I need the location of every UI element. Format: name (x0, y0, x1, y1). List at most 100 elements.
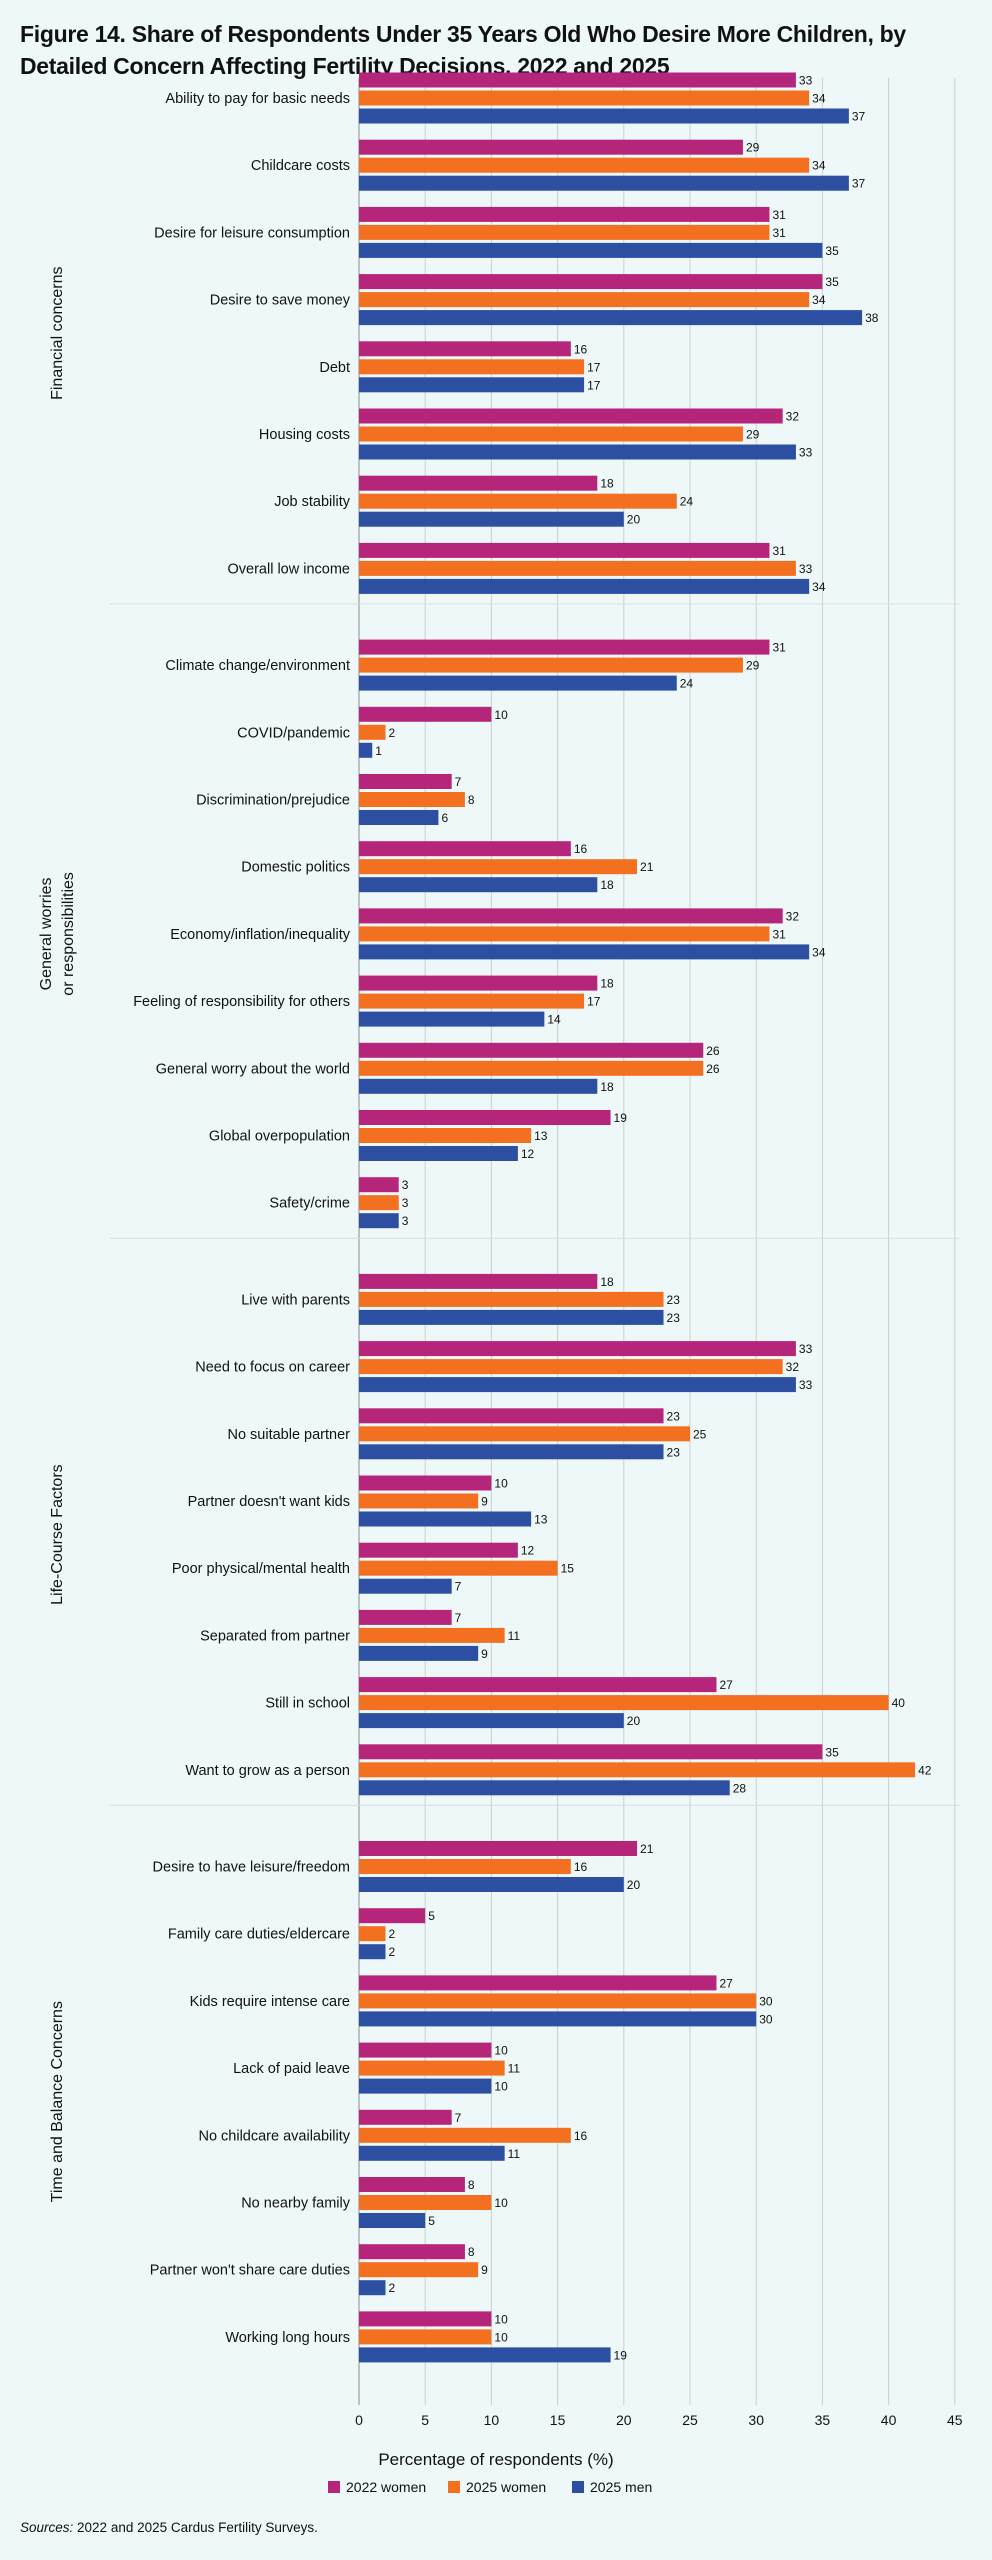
bar-2022-women (359, 1609, 452, 1625)
bar-2025-women (359, 1859, 571, 1874)
data-label: 26 (706, 1044, 720, 1058)
data-label: 18 (600, 977, 614, 991)
tick-label: 15 (550, 2412, 566, 2428)
data-label: 33 (799, 562, 813, 576)
data-label: 16 (574, 2129, 588, 2143)
bar-2025-women (359, 2262, 479, 2278)
bar-2025-women (359, 993, 585, 1009)
data-label: 32 (786, 1360, 800, 1374)
data-label: 18 (600, 1080, 614, 1094)
tick-label: 35 (815, 2412, 831, 2428)
data-label: 10 (494, 2080, 508, 2094)
data-label: 42 (918, 1763, 932, 1777)
data-label: 35 (825, 1745, 839, 1759)
x-axis-title: Percentage of respondents (%) (378, 2450, 613, 2469)
bar-2022-women (359, 206, 770, 222)
tick-label: 45 (947, 2412, 963, 2428)
data-label: 31 (772, 208, 786, 222)
tick-label: 20 (616, 2412, 632, 2428)
data-label: 10 (494, 2044, 508, 2058)
bar-2025-men (359, 310, 863, 326)
group-label: Life-Course Factors (49, 1464, 66, 1605)
category-label: Separated from partner (200, 1628, 350, 1644)
data-label: 31 (772, 641, 786, 655)
bar-2022-women (359, 1908, 426, 1924)
category-label: Global overpopulation (209, 1129, 350, 1145)
bar-2025-women (359, 1627, 505, 1643)
tick-label: 25 (682, 2412, 698, 2428)
bar-2025-women (359, 859, 638, 875)
category-label: Overall low income (228, 561, 351, 577)
bar-2022-women (359, 706, 492, 722)
data-label: 7 (455, 2111, 462, 2125)
bar-2025-men (359, 1877, 624, 1892)
data-label: 10 (494, 2196, 508, 2210)
category-label: Climate change/environment (165, 658, 350, 674)
bar-2025-men (359, 242, 823, 258)
bar-2025-men (359, 175, 849, 191)
data-label: 13 (534, 1513, 548, 1527)
tick-label: 0 (355, 2412, 363, 2428)
tick-label: 40 (881, 2412, 897, 2428)
bar-2025-women (359, 724, 386, 740)
bar-2025-women (359, 2127, 571, 2143)
bar-2025-women (359, 90, 810, 106)
bar-2025-men (359, 1578, 452, 1594)
legend-swatch (328, 2481, 340, 2493)
bar-2025-women (359, 292, 810, 308)
category-label: Job stability (274, 494, 351, 510)
bars (359, 72, 916, 2363)
data-label: 23 (667, 1445, 681, 1459)
group-label: General worries or responsibilities (38, 872, 77, 996)
category-label: No nearby family (241, 2196, 351, 2212)
data-label: 13 (534, 1129, 548, 1143)
data-label: 15 (561, 1562, 575, 1576)
bar-2022-women (359, 1341, 796, 1357)
data-label: 17 (587, 360, 601, 374)
group-label-line: or responsibilities (60, 872, 77, 996)
data-label: 40 (892, 1696, 906, 1710)
source-note: Sources: 2022 and 2025 Cardus Fertility … (20, 2520, 318, 2535)
data-label: 29 (746, 659, 760, 673)
category-label: COVID/pandemic (237, 725, 350, 741)
data-label: 7 (455, 1580, 462, 1594)
data-label: 14 (547, 1013, 561, 1027)
bar-2025-men (359, 2078, 492, 2094)
data-label: 20 (627, 1878, 641, 1892)
bar-2022-women (359, 639, 770, 655)
category-label: Housing costs (259, 427, 350, 443)
bar-2022-women (359, 908, 783, 924)
data-label: 28 (733, 1781, 747, 1795)
data-label: 30 (759, 2012, 773, 2026)
bar-2025-men (359, 1713, 624, 1729)
group-label: Financial concerns (49, 266, 66, 399)
bar-2025-women (359, 2195, 492, 2210)
bar-2025-men (359, 2280, 386, 2296)
category-label: Kids require intense care (190, 1994, 350, 2010)
bar-2025-men (359, 742, 373, 758)
bar-2025-women (359, 1128, 532, 1143)
bar-2022-women (359, 841, 571, 857)
bar-2025-women (359, 1195, 399, 1211)
bar-2025-women (359, 359, 585, 375)
data-label: 32 (786, 410, 800, 424)
data-label: 30 (759, 1994, 773, 2008)
data-label: 2 (388, 1927, 395, 1941)
data-label: 31 (772, 927, 786, 941)
data-label: 20 (627, 1714, 641, 1728)
data-label: 2 (388, 726, 395, 740)
category-label: No childcare availability (198, 2128, 350, 2144)
data-label: 29 (746, 141, 760, 155)
data-label: 34 (812, 159, 826, 173)
data-label: 27 (719, 1678, 733, 1692)
data-label: 27 (719, 1976, 733, 1990)
bar-2025-women (359, 1060, 704, 1076)
category-label: Partner doesn't want kids (188, 1494, 350, 1510)
data-label: 35 (825, 244, 839, 258)
tick-label: 10 (484, 2412, 500, 2428)
bar-2022-women (359, 1408, 664, 1424)
legend-label: 2025 women (466, 2479, 546, 2495)
data-label: 34 (812, 945, 826, 959)
data-label: 8 (468, 2178, 475, 2192)
